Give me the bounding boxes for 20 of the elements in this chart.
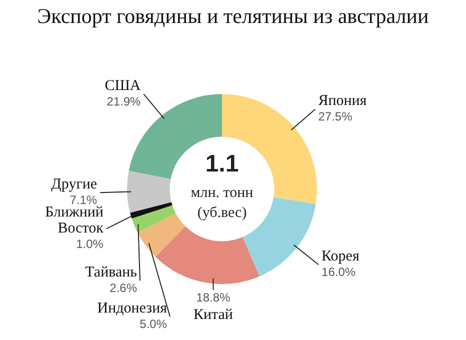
data-label: 16.0% <box>322 264 356 279</box>
chart-title: Экспорт говядины и телятины из австралии <box>36 3 430 30</box>
data-label: 5.0% <box>140 316 168 331</box>
text: (уб.вес) <box>197 204 247 221</box>
slice-label: Корея <box>322 248 360 265</box>
data-label: 1.0% <box>76 236 104 251</box>
text: 1.1 <box>205 150 239 178</box>
data-label: 18.8% <box>196 290 231 304</box>
slice-label: Китай <box>194 306 233 323</box>
data-label: 2.6% <box>110 280 138 295</box>
slice-label: Индонезия <box>97 300 168 317</box>
slice-label: США <box>104 78 141 94</box>
data-label: 7.1% <box>70 192 98 207</box>
data-label: 27.5% <box>318 110 353 124</box>
slice-label: Тайвань <box>85 264 138 281</box>
text: млн. тонн <box>190 184 254 201</box>
slice-label: Япония <box>318 93 367 110</box>
slice-label: Ближний Восток <box>45 204 104 237</box>
data-label: 21.9% <box>106 94 142 108</box>
slice-label: Другие <box>51 176 98 193</box>
